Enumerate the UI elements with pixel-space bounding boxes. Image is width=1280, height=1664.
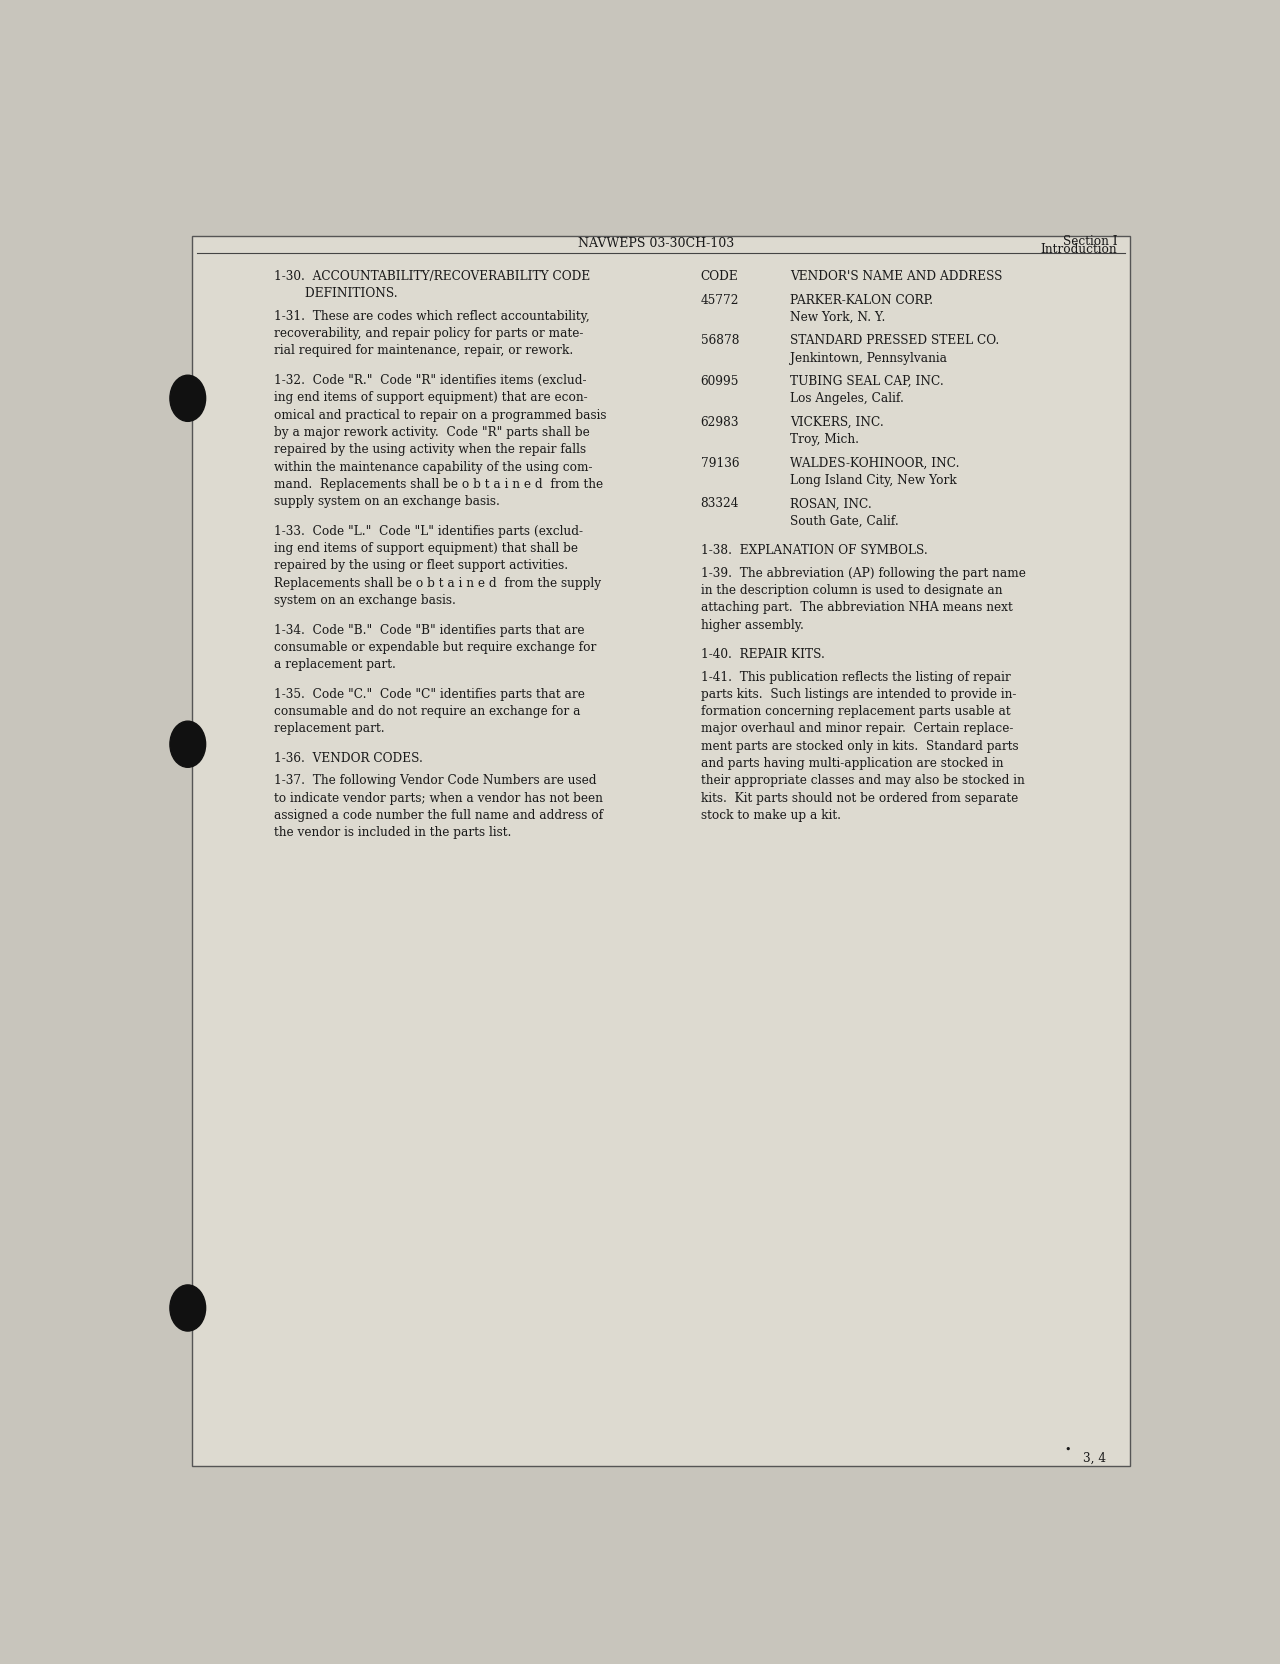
Text: 1-41.  This publication reflects the listing of repair: 1-41. This publication reflects the list…: [700, 671, 1010, 684]
Text: omical and practical to repair on a programmed basis: omical and practical to repair on a prog…: [274, 409, 607, 421]
Text: 3, 4: 3, 4: [1083, 1451, 1106, 1464]
Text: replacement part.: replacement part.: [274, 722, 385, 735]
Text: 56878: 56878: [700, 334, 739, 348]
Text: Jenkintown, Pennsylvania: Jenkintown, Pennsylvania: [790, 351, 947, 364]
Text: •: •: [1065, 1446, 1071, 1456]
Text: Long Island City, New York: Long Island City, New York: [790, 474, 956, 488]
Text: within the maintenance capability of the using com-: within the maintenance capability of the…: [274, 461, 593, 474]
Text: 83324: 83324: [700, 498, 739, 511]
Text: and parts having multi-application are stocked in: and parts having multi-application are s…: [700, 757, 1004, 770]
Text: 1-37.  The following Vendor Code Numbers are used: 1-37. The following Vendor Code Numbers …: [274, 774, 596, 787]
Text: ment parts are stocked only in kits.  Standard parts: ment parts are stocked only in kits. Sta…: [700, 740, 1019, 752]
Text: Los Angeles, Calif.: Los Angeles, Calif.: [790, 393, 904, 406]
Text: by a major rework activity.  Code "R" parts shall be: by a major rework activity. Code "R" par…: [274, 426, 590, 439]
Text: in the description column is used to designate an: in the description column is used to des…: [700, 584, 1002, 597]
Circle shape: [170, 1285, 206, 1331]
Text: 1-32.  Code "R."  Code "R" identifies items (exclud-: 1-32. Code "R." Code "R" identifies item…: [274, 374, 586, 388]
Text: ing end items of support equipment) that shall be: ing end items of support equipment) that…: [274, 542, 579, 556]
Text: TUBING SEAL CAP, INC.: TUBING SEAL CAP, INC.: [790, 374, 943, 388]
Text: recoverability, and repair policy for parts or mate-: recoverability, and repair policy for pa…: [274, 328, 584, 339]
Text: stock to make up a kit.: stock to make up a kit.: [700, 809, 841, 822]
Text: 62983: 62983: [700, 416, 739, 429]
Text: to indicate vendor parts; when a vendor has not been: to indicate vendor parts; when a vendor …: [274, 792, 603, 805]
Text: a replacement part.: a replacement part.: [274, 659, 396, 671]
Text: DEFINITIONS.: DEFINITIONS.: [274, 288, 398, 301]
Text: 45772: 45772: [700, 293, 739, 306]
Text: 1-36.  VENDOR CODES.: 1-36. VENDOR CODES.: [274, 752, 422, 765]
Text: attaching part.  The abbreviation NHA means next: attaching part. The abbreviation NHA mea…: [700, 601, 1012, 614]
Text: NAVWEPS 03-30CH-103: NAVWEPS 03-30CH-103: [577, 236, 735, 250]
Text: consumable and do not require an exchange for a: consumable and do not require an exchang…: [274, 706, 581, 719]
Text: 79136: 79136: [700, 456, 739, 469]
Text: 1-38.  EXPLANATION OF SYMBOLS.: 1-38. EXPLANATION OF SYMBOLS.: [700, 544, 928, 557]
Text: major overhaul and minor repair.  Certain replace-: major overhaul and minor repair. Certain…: [700, 722, 1012, 735]
Text: ing end items of support equipment) that are econ-: ing end items of support equipment) that…: [274, 391, 588, 404]
Text: Troy, Mich.: Troy, Mich.: [790, 433, 859, 446]
Text: PARKER-KALON CORP.: PARKER-KALON CORP.: [790, 293, 933, 306]
Text: 1-40.  REPAIR KITS.: 1-40. REPAIR KITS.: [700, 647, 824, 661]
Text: mand.  Replacements shall be o b t a i n e d  from the: mand. Replacements shall be o b t a i n …: [274, 478, 603, 491]
Text: STANDARD PRESSED STEEL CO.: STANDARD PRESSED STEEL CO.: [790, 334, 1000, 348]
Text: VENDOR'S NAME AND ADDRESS: VENDOR'S NAME AND ADDRESS: [790, 270, 1002, 283]
Text: the vendor is included in the parts list.: the vendor is included in the parts list…: [274, 827, 512, 839]
Circle shape: [170, 374, 206, 421]
Text: 1-39.  The abbreviation (AP) following the part name: 1-39. The abbreviation (AP) following th…: [700, 567, 1025, 579]
Text: ROSAN, INC.: ROSAN, INC.: [790, 498, 872, 511]
Text: repaired by the using or fleet support activities.: repaired by the using or fleet support a…: [274, 559, 568, 572]
Circle shape: [170, 721, 206, 767]
Text: consumable or expendable but require exchange for: consumable or expendable but require exc…: [274, 641, 596, 654]
Text: Section I: Section I: [1062, 236, 1117, 248]
Text: Replacements shall be o b t a i n e d  from the supply: Replacements shall be o b t a i n e d fr…: [274, 577, 602, 589]
Text: VICKERS, INC.: VICKERS, INC.: [790, 416, 883, 429]
Text: repaired by the using activity when the repair falls: repaired by the using activity when the …: [274, 443, 586, 456]
Text: New York, N. Y.: New York, N. Y.: [790, 311, 886, 324]
Text: assigned a code number the full name and address of: assigned a code number the full name and…: [274, 809, 603, 822]
Text: formation concerning replacement parts usable at: formation concerning replacement parts u…: [700, 706, 1010, 719]
Text: 60995: 60995: [700, 374, 739, 388]
Text: supply system on an exchange basis.: supply system on an exchange basis.: [274, 496, 500, 508]
Text: higher assembly.: higher assembly.: [700, 619, 804, 632]
Text: parts kits.  Such listings are intended to provide in-: parts kits. Such listings are intended t…: [700, 687, 1016, 701]
Text: kits.  Kit parts should not be ordered from separate: kits. Kit parts should not be ordered fr…: [700, 792, 1018, 805]
Text: system on an exchange basis.: system on an exchange basis.: [274, 594, 456, 607]
Text: 1-35.  Code "C."  Code "C" identifies parts that are: 1-35. Code "C." Code "C" identifies part…: [274, 687, 585, 701]
Text: 1-34.  Code "B."  Code "B" identifies parts that are: 1-34. Code "B." Code "B" identifies part…: [274, 624, 585, 637]
Text: Introduction: Introduction: [1041, 243, 1117, 256]
Text: 1-30.  ACCOUNTABILITY/RECOVERABILITY CODE: 1-30. ACCOUNTABILITY/RECOVERABILITY CODE: [274, 270, 590, 283]
Text: rial required for maintenance, repair, or rework.: rial required for maintenance, repair, o…: [274, 344, 573, 358]
Text: their appropriate classes and may also be stocked in: their appropriate classes and may also b…: [700, 774, 1024, 787]
Text: 1-31.  These are codes which reflect accountability,: 1-31. These are codes which reflect acco…: [274, 310, 590, 323]
Text: South Gate, Calif.: South Gate, Calif.: [790, 514, 899, 527]
Text: WALDES-KOHINOOR, INC.: WALDES-KOHINOOR, INC.: [790, 456, 960, 469]
Text: 1-33.  Code "L."  Code "L" identifies parts (exclud-: 1-33. Code "L." Code "L" identifies part…: [274, 524, 584, 537]
Text: CODE: CODE: [700, 270, 739, 283]
